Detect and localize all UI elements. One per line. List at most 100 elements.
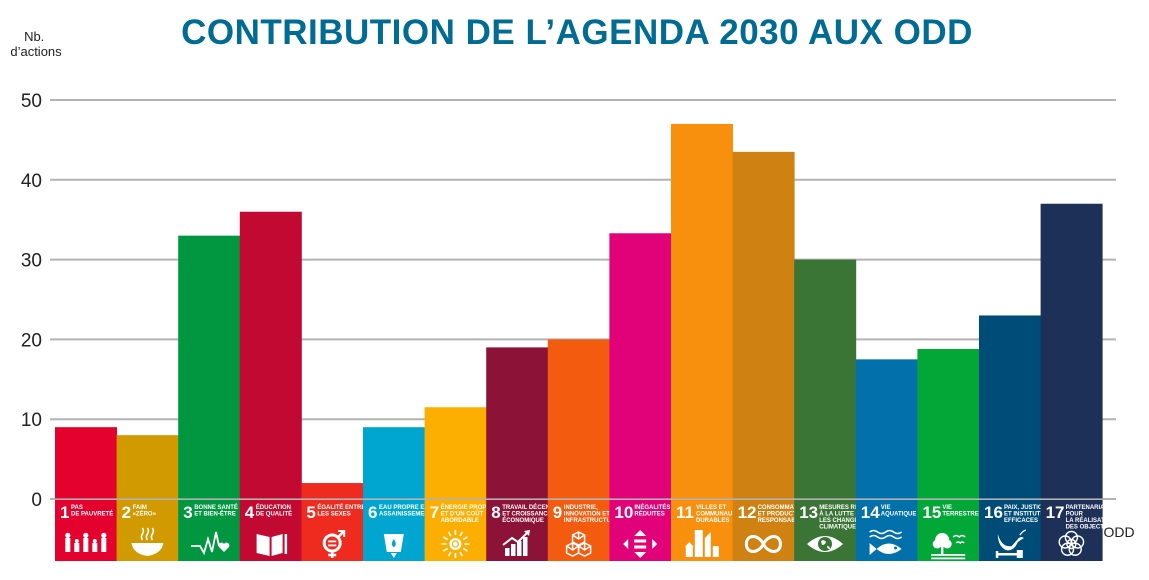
odd-label-line: COMMUNAUTÉS — [696, 510, 744, 518]
odd-label-line: BONNE SANTÉ — [194, 503, 238, 511]
y-axis-ticks: 0 10 20 30 40 50 — [21, 91, 42, 511]
tree-birds-icon — [931, 533, 966, 560]
odd-tile-background — [239, 500, 302, 561]
odd-label-line: ÉGALITÉ ENTRE — [317, 503, 365, 511]
infinity-icon — [744, 535, 782, 553]
odd-label-line: ÉCONOMIQUE — [502, 516, 544, 524]
odd-tile-background — [1040, 500, 1103, 561]
odd-label-line: VIE — [881, 505, 891, 511]
y-axis-label-line-1: Nb. — [24, 29, 44, 44]
growth-chart-icon — [502, 530, 530, 556]
bar-odd-2 — [116, 435, 179, 499]
odd-label-line: VILLES ET — [696, 505, 727, 511]
odd-number: 8 — [491, 503, 500, 522]
odd-label-line: AQUATIQUE — [881, 512, 917, 518]
family-icon — [65, 532, 107, 552]
bar-odd-7 — [424, 407, 487, 499]
bar-odd-13 — [794, 259, 857, 499]
odd-label-line: ABORDABLE — [441, 518, 479, 524]
odd-label-line: ET INSTITUTIONS — [1004, 512, 1055, 518]
odd-label-line: PARTENARIATS — [1066, 505, 1112, 511]
bar-odd-11 — [671, 123, 733, 499]
equality-arrows-icon — [623, 530, 658, 558]
sun-power-icon — [441, 530, 470, 558]
odd-label-line: ASSAINISSEMENT — [379, 512, 433, 518]
odd-label-line: ET CROISSANCE — [502, 512, 551, 518]
odd-label-line: DURABLES — [696, 518, 729, 524]
odd-label-line: INÉGALITÉS — [634, 503, 670, 511]
odd-number: 13 — [799, 503, 818, 522]
bar-odd-17 — [1040, 203, 1103, 500]
odd-tile-background — [732, 500, 795, 561]
odd-label-line: ET D’UN COÛT — [441, 511, 484, 518]
odd-label-line: TERRESTRE — [942, 512, 978, 518]
odd-label-line: DE PAUVRETÉ — [71, 510, 113, 518]
y-tick-label: 50 — [21, 91, 42, 112]
odd-number: 1 — [60, 503, 69, 522]
bars — [55, 123, 1103, 500]
odd-label-line: INDUSTRIE, — [564, 505, 598, 511]
fish-icon — [869, 529, 903, 555]
soup-bowl-icon — [131, 527, 164, 556]
cubes-icon — [565, 531, 592, 557]
partnership-rings-icon — [1058, 530, 1085, 556]
bar-odd-6 — [363, 427, 425, 499]
y-axis-label: Nb. d’actions — [10, 29, 62, 59]
odd-label-line: INFRASTRUCTURE — [564, 518, 619, 524]
odd-label-line: MESURES RELATIVES — [819, 505, 884, 511]
odd-tile-2: 2 FAIM«ZÉRO» — [116, 500, 179, 561]
odd-label-line: PAS — [71, 505, 83, 511]
odd-label-line: CLIMATIQUES — [819, 525, 860, 531]
odd-label-line: EAU PROPRE ET — [379, 505, 428, 511]
odd-label-line: ÉNERGIE PROPRE — [441, 503, 495, 511]
x-axis-label: ODD — [1103, 524, 1134, 540]
odd-label-line: ET PRODUCTION — [758, 512, 808, 518]
chart-title: CONTRIBUTION DE L’AGENDA 2030 AUX ODD — [181, 13, 973, 52]
heartbeat-icon — [191, 531, 230, 556]
odd-tile-background — [178, 500, 241, 561]
odd-label-line: INNOVATION ET — [564, 512, 610, 518]
book-icon — [256, 534, 288, 556]
bar-odd-14 — [855, 359, 918, 499]
earth-eye-icon — [807, 536, 843, 552]
city-buildings-icon — [684, 530, 719, 557]
odd-number: 17 — [1046, 503, 1065, 522]
odd-number: 6 — [368, 503, 377, 522]
odd-number: 7 — [430, 503, 439, 522]
odd-label-line: «ZÉRO» — [133, 510, 157, 518]
odd-label-line: POUR — [1066, 512, 1084, 518]
odd-tile-background — [979, 500, 1041, 561]
y-tick-label: 0 — [31, 490, 42, 511]
dove-gavel-icon — [995, 529, 1027, 558]
odd-label-line: DES OBJECTIFS — [1066, 525, 1114, 531]
odd-number: 15 — [922, 503, 941, 522]
bar-odd-15 — [917, 348, 980, 499]
bar-odd-1 — [55, 427, 117, 499]
bar-odd-8 — [486, 347, 549, 499]
odd-label-line: FAIM — [133, 505, 147, 511]
odd-number: 9 — [553, 503, 562, 522]
water-glass-icon — [383, 534, 404, 558]
bar-odd-4 — [239, 211, 302, 499]
odd-label-line: EFFICACES — [1004, 518, 1038, 524]
odd-number: 11 — [676, 503, 694, 522]
odd-label-line: RESPONSABLES — [758, 518, 808, 524]
odd-label-line: ÉDUCATION — [256, 503, 291, 511]
y-tick-label: 30 — [21, 251, 42, 272]
odd-label-line: CONSOMMATION — [758, 505, 808, 511]
bar-odd-10 — [609, 233, 672, 500]
